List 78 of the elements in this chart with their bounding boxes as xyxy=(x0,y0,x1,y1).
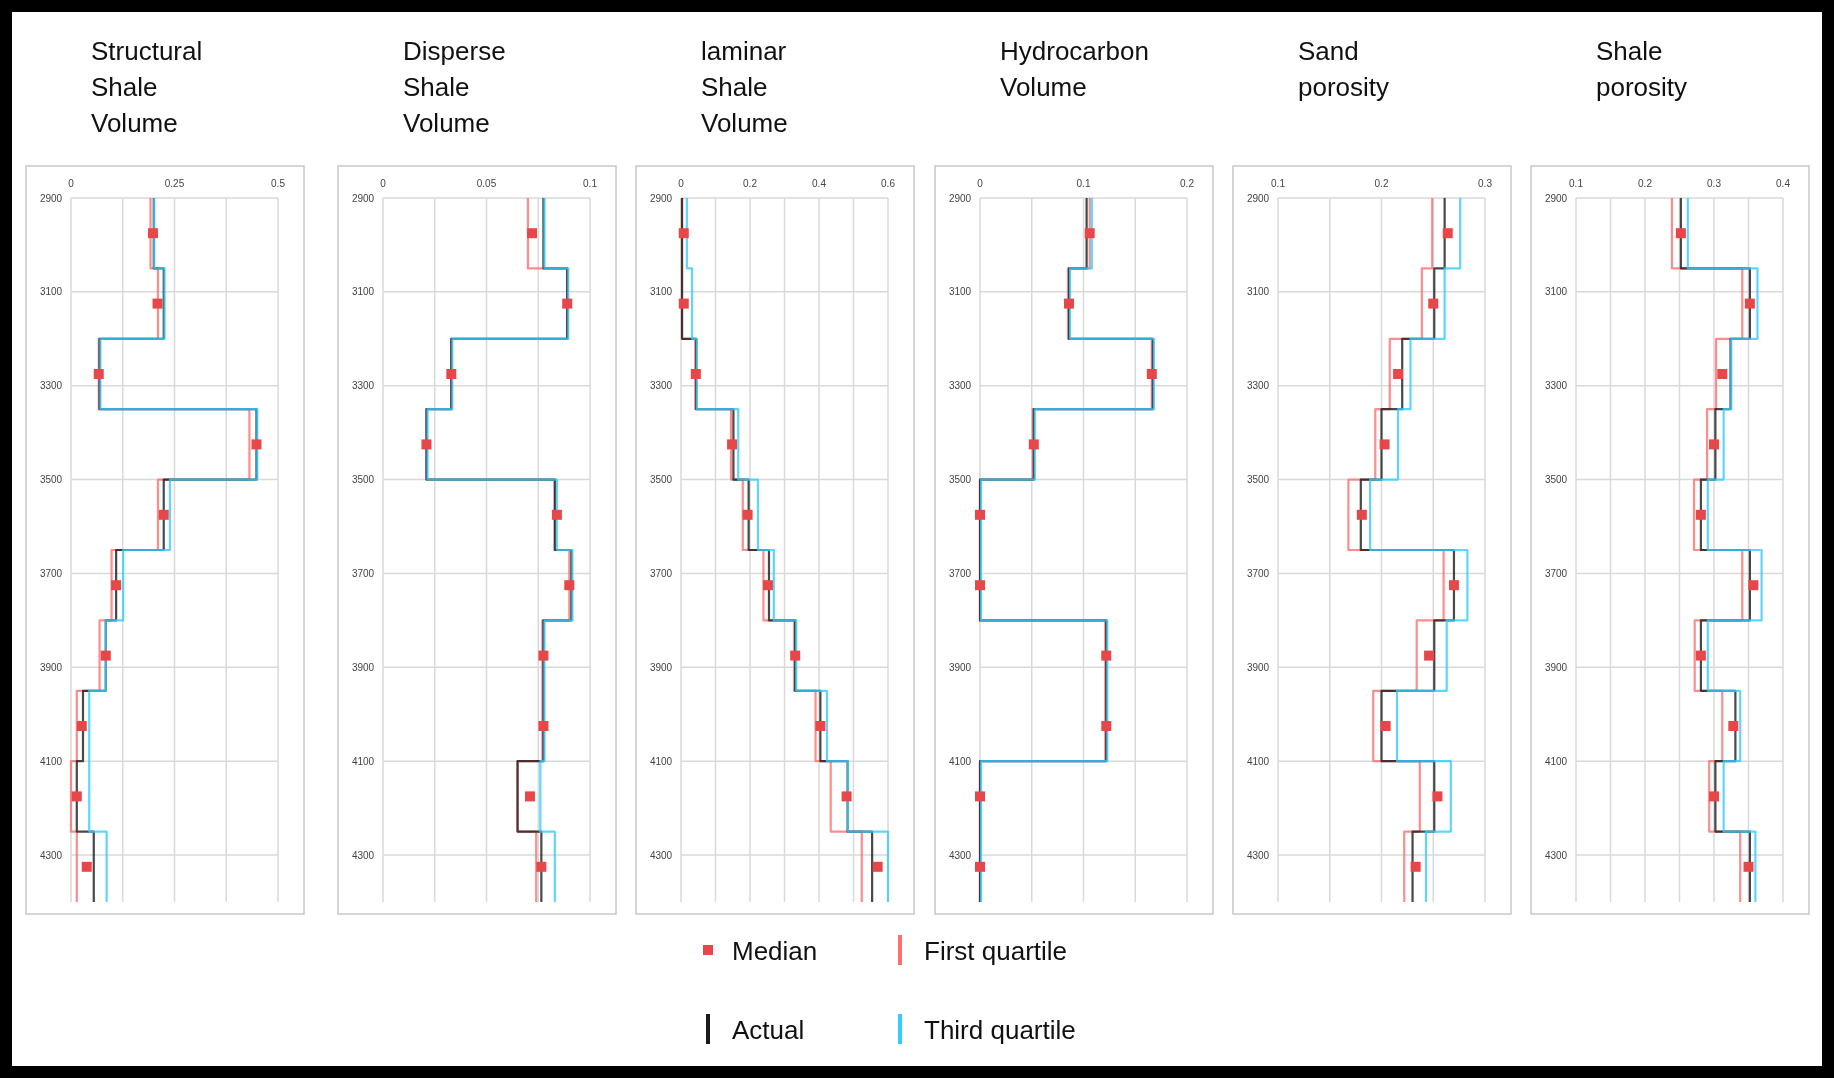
y-tick-label: 4100 xyxy=(1544,755,1568,767)
y-tick-label: 3100 xyxy=(351,286,375,298)
chart-title: Sand porosity xyxy=(1298,36,1390,102)
y-tick-label: 3100 xyxy=(649,286,673,298)
legend-label: Third quartile xyxy=(924,1015,1076,1045)
y-tick-label: 4100 xyxy=(39,755,63,767)
y-tick-label: 3900 xyxy=(1544,661,1568,673)
y-tick-label: 4300 xyxy=(39,849,63,861)
y-tick-label: 3100 xyxy=(948,286,972,298)
y-tick-label: 3900 xyxy=(351,661,375,673)
x-tick-label: 0.05 xyxy=(476,178,497,189)
y-tick-label: 3900 xyxy=(948,661,972,673)
y-tick-label: 2900 xyxy=(39,192,63,204)
y-tick-label: 3900 xyxy=(649,661,673,673)
x-tick-label: 0.2 xyxy=(1638,178,1653,189)
x-tick-label: 0.1 xyxy=(1569,178,1584,189)
legend-label: Median xyxy=(732,936,818,966)
x-tick-label: 0.4 xyxy=(812,178,827,189)
x-tick-label: 0.4 xyxy=(1776,178,1791,189)
y-tick-label: 2900 xyxy=(1246,192,1270,204)
y-tick-label: 2900 xyxy=(1544,192,1568,204)
x-tick-label: 0 xyxy=(977,178,984,189)
y-tick-label: 3500 xyxy=(39,474,63,486)
y-tick-label: 3700 xyxy=(1246,567,1270,579)
y-tick-label: 4100 xyxy=(649,755,673,767)
y-tick-label: 3100 xyxy=(1544,286,1568,298)
chart-title: laminar Shale Volume xyxy=(701,36,788,138)
y-tick-label: 3500 xyxy=(1544,474,1568,486)
y-tick-label: 3500 xyxy=(351,474,375,486)
y-tick-label: 4300 xyxy=(649,849,673,861)
legend-label: First quartile xyxy=(924,936,1068,966)
chart-title: Disperse Shale Volume xyxy=(403,36,506,138)
y-tick-label: 2900 xyxy=(351,192,375,204)
y-tick-label: 3300 xyxy=(649,380,673,392)
y-tick-label: 3500 xyxy=(649,474,673,486)
y-tick-label: 2900 xyxy=(649,192,673,204)
chart-title: Hydrocarbon Volume xyxy=(1000,36,1149,102)
x-tick-label: 0 xyxy=(68,178,75,189)
chart-title: Shale porosity xyxy=(1596,36,1688,102)
y-tick-label: 3100 xyxy=(39,286,63,298)
x-tick-label: 0.5 xyxy=(271,178,286,189)
y-tick-label: 4300 xyxy=(1544,849,1568,861)
x-tick-label: 0.1 xyxy=(1271,178,1286,189)
x-tick-label: 0.2 xyxy=(743,178,758,189)
y-tick-label: 3300 xyxy=(351,380,375,392)
x-tick-label: 0 xyxy=(380,178,387,189)
y-tick-label: 3700 xyxy=(39,567,63,579)
y-tick-label: 3500 xyxy=(1246,474,1270,486)
y-tick-label: 3900 xyxy=(39,661,63,673)
y-tick-label: 4300 xyxy=(351,849,375,861)
legend-label: Actual xyxy=(732,1015,805,1045)
x-tick-label: 0.1 xyxy=(583,178,598,189)
x-tick-label: 0 xyxy=(678,178,685,189)
y-tick-label: 3100 xyxy=(1246,286,1270,298)
y-tick-label: 4100 xyxy=(351,755,375,767)
y-tick-label: 3700 xyxy=(649,567,673,579)
y-tick-label: 3300 xyxy=(1544,380,1568,392)
y-tick-label: 3300 xyxy=(948,380,972,392)
x-tick-label: 0.6 xyxy=(881,178,896,189)
x-tick-label: 0.3 xyxy=(1478,178,1493,189)
y-tick-label: 4300 xyxy=(948,849,972,861)
x-tick-label: 0.2 xyxy=(1374,178,1389,189)
y-tick-label: 3900 xyxy=(1246,661,1270,673)
y-tick-label: 3700 xyxy=(1544,567,1568,579)
y-tick-label: 4100 xyxy=(1246,755,1270,767)
y-tick-label: 3700 xyxy=(948,567,972,579)
y-tick-label: 3300 xyxy=(39,380,63,392)
x-tick-label: 0.1 xyxy=(1076,178,1091,189)
y-tick-label: 3700 xyxy=(351,567,375,579)
y-tick-label: 4300 xyxy=(1246,849,1270,861)
y-tick-label: 3300 xyxy=(1246,380,1270,392)
x-tick-label: 0.2 xyxy=(1180,178,1195,189)
chart-title: Structural Shale Volume xyxy=(91,36,203,138)
y-tick-label: 3500 xyxy=(948,474,972,486)
y-tick-label: 2900 xyxy=(948,192,972,204)
x-tick-label: 0.3 xyxy=(1707,178,1722,189)
y-tick-label: 4100 xyxy=(948,755,972,767)
x-tick-label: 0.25 xyxy=(164,178,185,189)
